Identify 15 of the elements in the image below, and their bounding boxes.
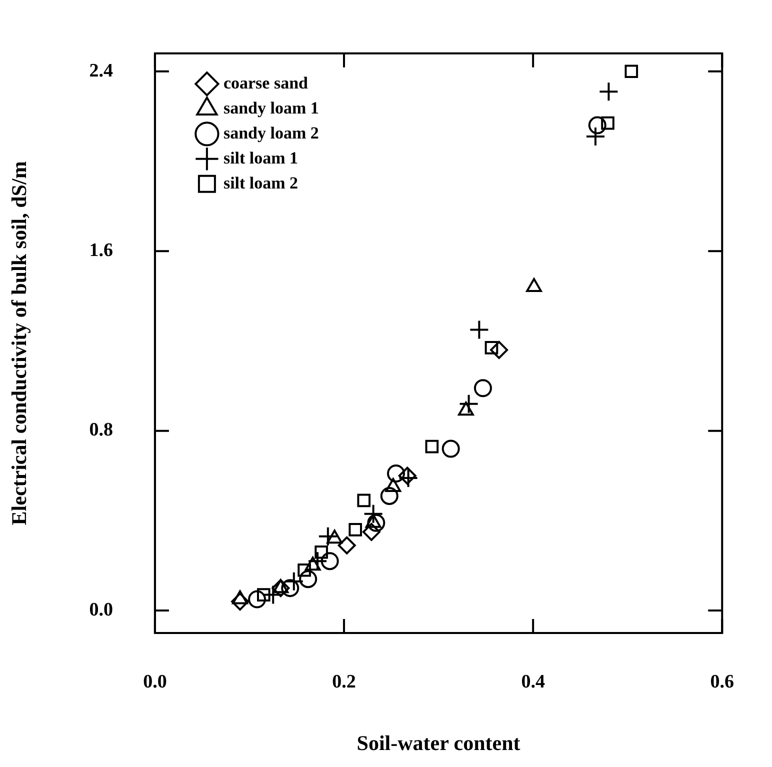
x-tick-label: 0.0 xyxy=(143,671,167,692)
legend-label: sandy loam 1 xyxy=(223,98,319,118)
legend-label: silt loam 1 xyxy=(223,148,298,168)
y-axis-title: Electrical conductivity of bulk soil, dS/m xyxy=(7,160,32,526)
y-tick-label: 1.6 xyxy=(89,240,113,261)
x-axis-title: Soil-water content xyxy=(356,730,520,755)
y-tick-label: 0.8 xyxy=(89,420,113,441)
y-tick-label: 2.4 xyxy=(89,60,114,82)
legend-label: sandy loam 2 xyxy=(223,123,319,142)
x-tick-label: 0.4 xyxy=(521,671,546,692)
x-tick-label: 0.2 xyxy=(332,671,356,692)
legend-label: coarse sand xyxy=(223,73,309,92)
y-tick-label: 0.0 xyxy=(89,599,113,620)
x-tick-label: 0.6 xyxy=(710,671,734,692)
legend-label: silt loam 2 xyxy=(223,173,298,192)
